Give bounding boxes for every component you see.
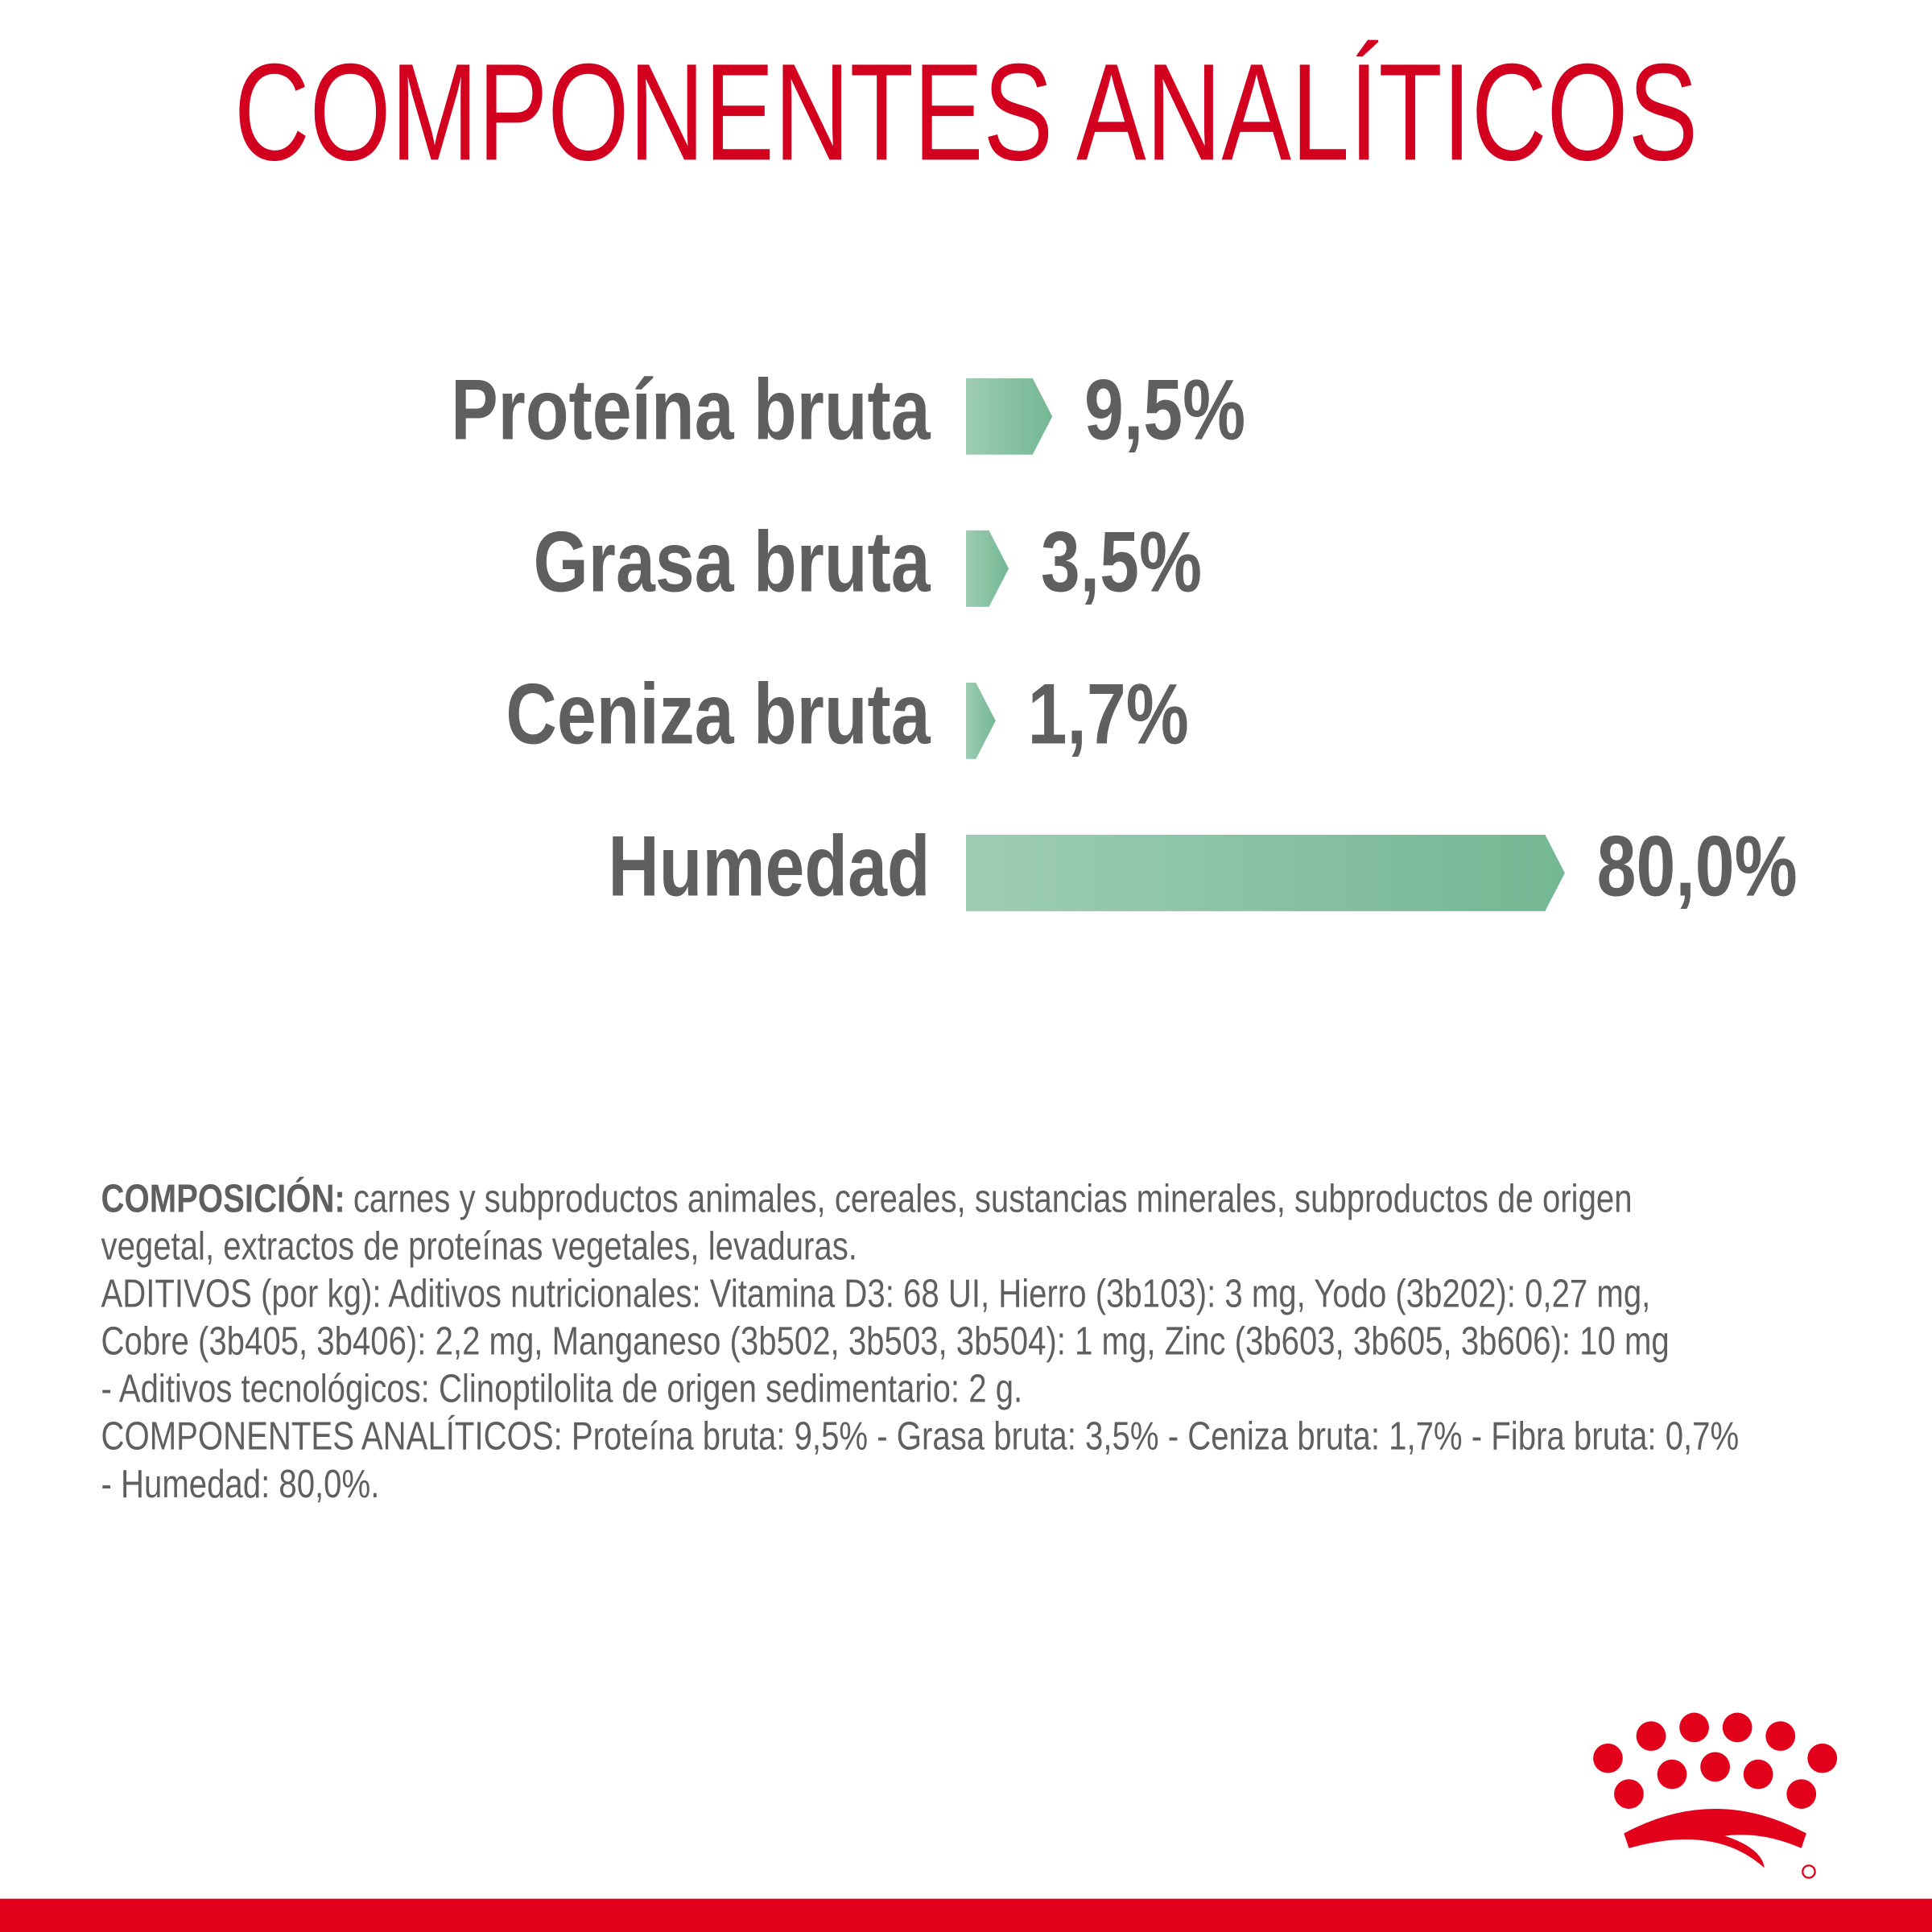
value-label: 1,7% (1028, 665, 1189, 762)
composition-line: vegetal, extractos de proteínas vegetale… (101, 1224, 857, 1269)
composition-line: Cobre (3b405, 3b406): 2,2 mg, Manganeso … (101, 1319, 1670, 1364)
composition-line: COMPOSICIÓN: carnes y subproductos animal… (101, 1177, 1633, 1221)
value-label: 80,0% (1597, 817, 1798, 914)
category-label: Grasa bruta (533, 513, 931, 609)
category-label: Humedad (608, 817, 930, 914)
chart-title: COMPONENTES ANALÍTICOS (234, 35, 1698, 189)
bar (966, 378, 1053, 455)
logo (1593, 1712, 1838, 1879)
composition-text: carnes y subproductos animales, cereales… (353, 1177, 1633, 1221)
value-label: 9,5% (1084, 361, 1245, 457)
bar (966, 834, 1565, 911)
footer-band (0, 1898, 1932, 1932)
bar (966, 530, 1009, 607)
rows: Proteína bruta 9,5% Grasa bruta 3,5% Ceniza … (451, 361, 1798, 914)
value-label: 3,5% (1041, 513, 1202, 609)
composition-line: - Humedad: 80,0%. (101, 1462, 380, 1506)
composition-line: - Aditivos tecnológicos: Clinoptilolita … (101, 1367, 1023, 1411)
composition-line: ADITIVOS (por kg): Aditivos nutricionale… (101, 1272, 1651, 1316)
bar (966, 682, 996, 759)
composition-heading: COMPOSICIÓN: (101, 1177, 345, 1221)
category-label: Ceniza bruta (506, 665, 931, 762)
category-label: Proteína bruta (451, 361, 931, 457)
composition: COMPOSICIÓN: carnes y subproductos animal… (101, 1177, 1740, 1506)
composition-line: COMPONENTES ANALÍTICOS: Proteína bruta: … (101, 1414, 1740, 1459)
